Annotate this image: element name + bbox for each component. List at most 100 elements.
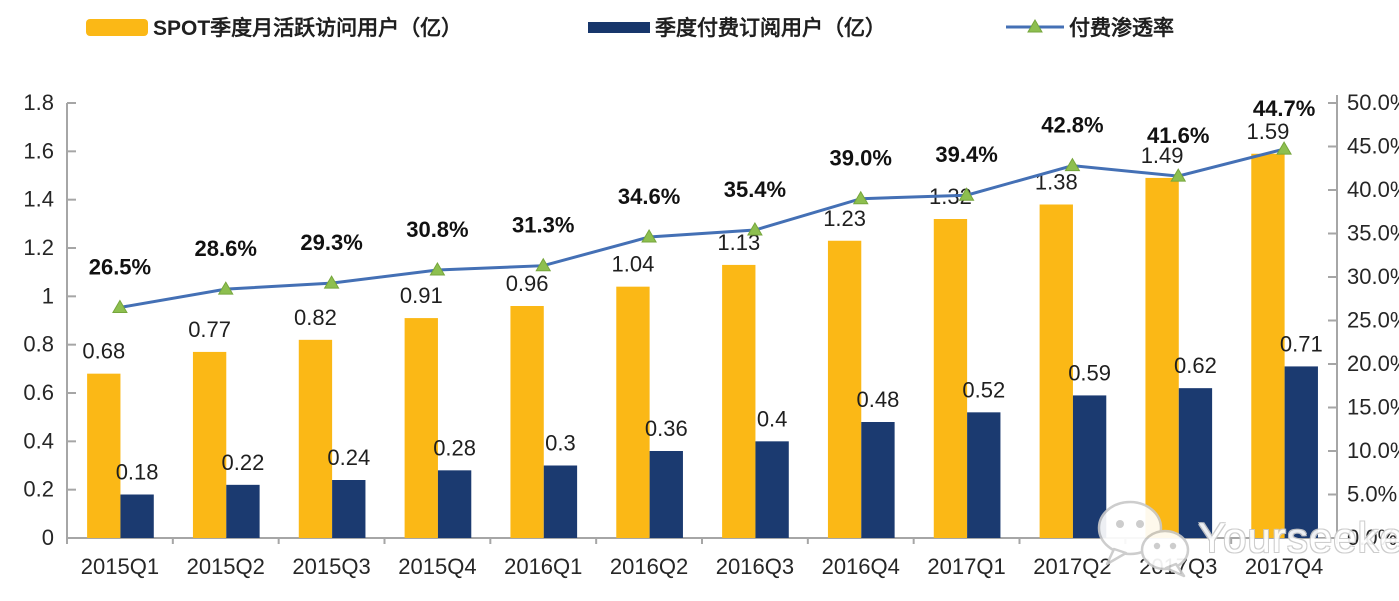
mau-value-label: 0.82 — [294, 305, 337, 330]
penetration-label: 39.4% — [935, 142, 997, 167]
subscribers-value-label: 0.18 — [116, 460, 159, 485]
subscribers-bar-2015Q3 — [332, 480, 366, 538]
subscribers-bar-2015Q1 — [120, 494, 154, 538]
left-axis-tick-label: 0.8 — [23, 332, 54, 357]
subscribers-bar-2016Q1 — [543, 465, 578, 538]
left-axis-tick-label: 1.2 — [23, 235, 54, 260]
penetration-label: 34.6% — [618, 184, 680, 209]
penetration-marker — [217, 281, 234, 295]
mau-bar-2017Q1 — [933, 219, 968, 538]
subscribers-value-label: 0.52 — [962, 377, 1005, 402]
mau-value-label: 1.49 — [1141, 143, 1184, 168]
penetration-marker — [429, 262, 446, 276]
penetration-label: 42.8% — [1041, 113, 1103, 138]
subscribers-bar-2016Q3 — [755, 441, 789, 538]
left-axis-tick-label: 0.4 — [23, 428, 54, 453]
subscribers-value-label: 0.62 — [1174, 353, 1217, 378]
mau-bar-2015Q3 — [298, 339, 333, 538]
x-axis-label: 2017Q2 — [1033, 554, 1111, 579]
mau-value-label: 0.91 — [400, 283, 443, 308]
mau-value-label: 1.04 — [612, 252, 655, 277]
mau-bar-2017Q3 — [1145, 177, 1179, 538]
x-axis-label: 2016Q3 — [716, 554, 794, 579]
subscribers-value-label: 0.24 — [327, 445, 370, 470]
penetration-label: 28.6% — [195, 236, 257, 261]
mau-bar-2016Q1 — [510, 306, 544, 538]
left-axis-tick-label: 1.4 — [23, 187, 54, 212]
subscribers-bar-2015Q4 — [437, 470, 472, 538]
right-axis-tick-label: 10.0% — [1347, 438, 1399, 463]
subscribers-bar-2015Q2 — [226, 484, 260, 538]
penetration-marker — [641, 228, 657, 243]
right-axis-tick-label: 45.0% — [1347, 134, 1399, 159]
mau-value-label: 0.77 — [188, 317, 231, 342]
legend-penetration-label: 付费渗透率 — [1069, 17, 1174, 40]
penetration-marker — [1170, 168, 1187, 182]
subscribers-value-label: 0.22 — [222, 450, 265, 475]
x-axis-label: 2016Q4 — [822, 554, 900, 579]
penetration-label: 30.8% — [406, 217, 468, 242]
legend-mau-label: SPOT季度月活跃访问用户（亿） — [153, 17, 463, 40]
x-axis-label: 2017Q1 — [927, 554, 1005, 579]
penetration-marker — [852, 190, 869, 205]
mau-bar-2015Q4 — [404, 318, 438, 538]
subscribers-bar-2017Q1 — [967, 412, 1001, 538]
subscribers-bar-2017Q3 — [1178, 388, 1213, 538]
mau-value-label: 1.59 — [1247, 119, 1290, 144]
left-axis-tick-label: 1.8 — [23, 90, 54, 115]
penetration-marker — [1064, 157, 1081, 172]
left-axis-tick-label: 0.2 — [23, 477, 54, 502]
right-axis-tick-label: 15.0% — [1347, 395, 1399, 420]
subscribers-bar-2016Q2 — [649, 451, 683, 538]
x-axis-label: 2015Q3 — [292, 554, 370, 579]
mau-bar-2017Q2 — [1039, 204, 1073, 538]
x-axis-label: 2017Q4 — [1245, 554, 1323, 579]
subscribers-value-label: 0.36 — [645, 416, 688, 441]
mau-bar-2017Q4 — [1251, 153, 1285, 538]
right-axis-tick-label: 0.0% — [1347, 525, 1397, 550]
penetration-marker — [747, 222, 763, 236]
subscribers-value-label: 0.48 — [857, 387, 900, 412]
penetration-label: 35.4% — [724, 177, 786, 202]
mau-bar-2016Q3 — [722, 264, 756, 538]
legend-subscribers-label: 季度付费订阅用户（亿） — [655, 17, 886, 40]
penetration-marker — [958, 187, 975, 201]
subscribers-swatch-icon — [588, 21, 650, 33]
line-marker-icon — [1006, 19, 1064, 33]
left-axis-tick-label: 0.6 — [23, 380, 54, 405]
subscribers-value-label: 0.59 — [1068, 360, 1111, 385]
right-axis-tick-label: 25.0% — [1347, 308, 1399, 333]
penetration-line — [119, 147, 1285, 309]
mau-bar-2016Q4 — [827, 240, 862, 538]
right-axis-tick-label: 50.0% — [1347, 90, 1399, 115]
left-axis-tick-label: 1 — [42, 283, 54, 308]
subscribers-value-label: 0.71 — [1280, 331, 1323, 356]
subscribers-bar-2017Q4 — [1284, 366, 1318, 538]
subscribers-value-label: 0.3 — [545, 431, 576, 456]
right-axis-tick-label: 30.0% — [1347, 264, 1399, 289]
penetration-label: 29.3% — [300, 230, 362, 255]
left-axis-tick-label: 0 — [42, 525, 54, 550]
penetration-label: 44.7% — [1253, 96, 1315, 121]
x-axis-label: 2015Q4 — [398, 554, 476, 579]
penetration-marker — [112, 299, 128, 313]
penetration-label: 41.6% — [1147, 123, 1209, 148]
subscribers-value-label: 0.28 — [433, 435, 476, 460]
x-axis-label: 2015Q2 — [187, 554, 265, 579]
mau-bar-2015Q2 — [192, 351, 227, 538]
legend-item-penetration: 付费渗透率 — [1006, 14, 1174, 40]
mau-swatch-icon — [86, 18, 148, 36]
penetration-label: 39.0% — [830, 146, 892, 171]
mau-value-label: 0.68 — [82, 339, 125, 364]
subscribers-bar-2016Q4 — [861, 422, 895, 538]
legend-item-mau: SPOT季度月活跃访问用户（亿） — [86, 14, 462, 40]
subscribers-bar-2017Q2 — [1072, 395, 1107, 538]
mau-value-label: 0.96 — [506, 271, 549, 296]
penetration-marker — [323, 275, 340, 289]
mau-value-label: 1.23 — [823, 206, 866, 231]
x-axis-label: 2016Q2 — [610, 554, 688, 579]
right-axis-tick-label: 5.0% — [1347, 482, 1397, 507]
penetration-marker — [535, 257, 552, 272]
legend-item-subscribers: 季度付费订阅用户（亿） — [588, 14, 886, 40]
